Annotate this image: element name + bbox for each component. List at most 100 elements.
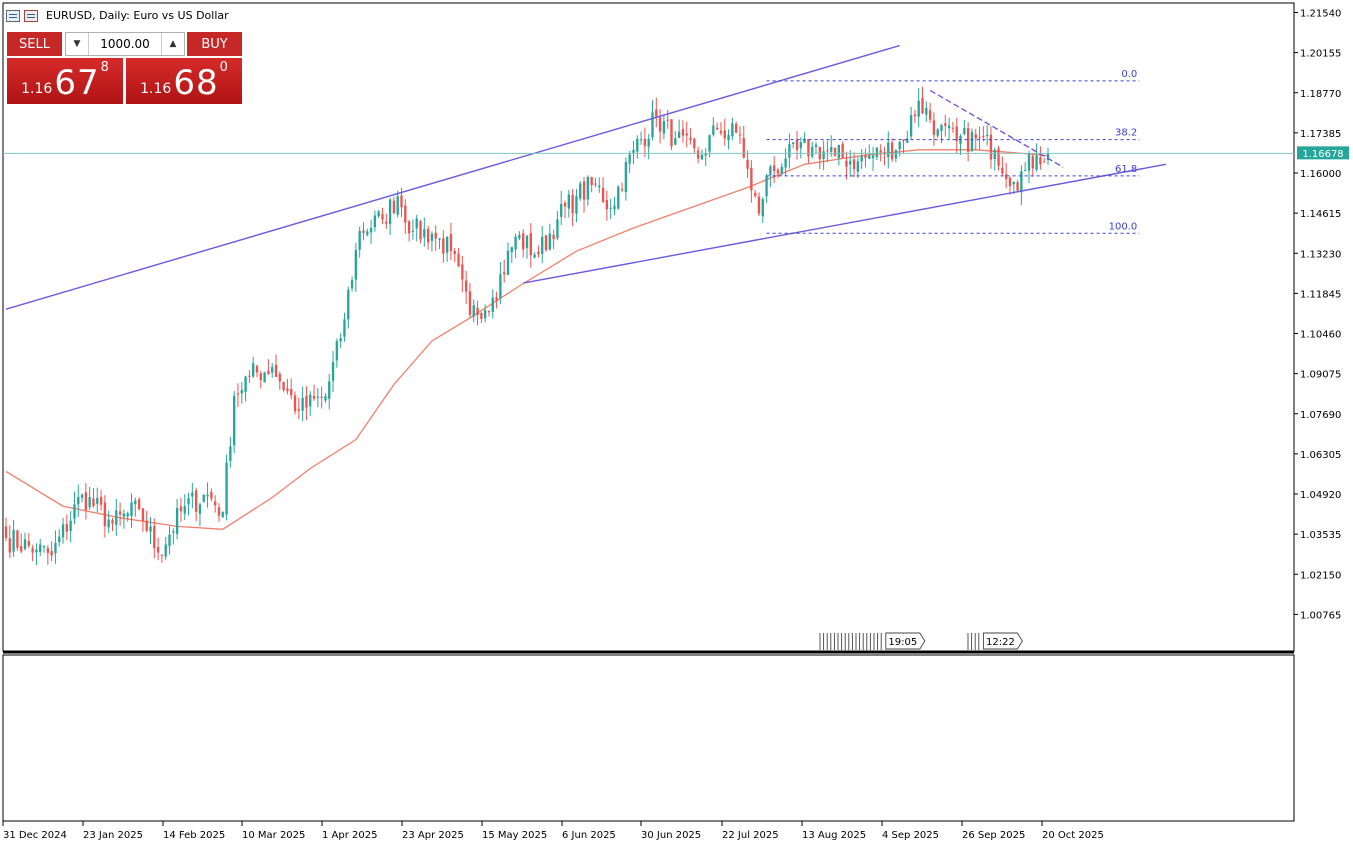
candle-body (773, 165, 776, 171)
candle-body (23, 539, 27, 549)
candle-body (639, 139, 643, 141)
candle-body (1024, 170, 1027, 172)
candle-body (552, 234, 555, 240)
buy-price-prefix: 1.16 (140, 81, 172, 97)
candle-body (103, 502, 107, 527)
buy-button[interactable]: BUY (187, 32, 242, 56)
trendline[interactable] (523, 163, 1167, 284)
candle-body (430, 233, 434, 241)
candle-body (947, 125, 951, 129)
candle-body (442, 238, 445, 254)
candle-body (445, 236, 449, 253)
fib-level-label: 61.8 (1115, 164, 1137, 175)
candle-body (742, 138, 745, 158)
trendline[interactable] (5, 44, 900, 310)
candle-body (932, 120, 936, 135)
candle-body (175, 508, 179, 534)
candle-body (556, 219, 559, 239)
candle-body (69, 520, 72, 531)
main-plot-area[interactable] (2, 2, 1295, 652)
candle-body (514, 236, 517, 250)
candle-body (35, 549, 38, 553)
candle-body (202, 494, 205, 502)
candle-body (841, 143, 844, 159)
candle-body (503, 272, 506, 275)
indicator-subwindow[interactable] (2, 654, 1295, 822)
candle-body (955, 126, 958, 142)
candle-body (868, 155, 871, 159)
candle-body (928, 110, 932, 120)
fib-level-label: 100.0 (1109, 221, 1138, 232)
price-axis[interactable]: 1.21540 1.20155 1.18770 1.17385 1.16000 1.146… (1294, 9, 1341, 622)
candle-body (358, 230, 361, 250)
candle-body (594, 183, 597, 185)
x-tick-label: 23 Jan 2025 (83, 830, 143, 841)
candle-body (548, 233, 551, 250)
sell-button[interactable]: SELL (7, 32, 62, 56)
candle-body (643, 138, 647, 147)
candle-body (769, 166, 772, 176)
candle-body (989, 134, 993, 160)
volume-input[interactable] (88, 33, 162, 55)
candle-body (636, 138, 639, 152)
chart-window-icon[interactable] (6, 9, 20, 22)
candle-body (913, 114, 917, 117)
buy-price-pips: 68 (173, 63, 219, 103)
candle-body (609, 207, 612, 209)
symbol-icon[interactable] (24, 9, 38, 22)
trendlines-layer[interactable] (5, 44, 1167, 310)
candle-body (385, 221, 388, 224)
candle-body (871, 155, 875, 159)
candle-body (46, 548, 50, 553)
candle-body (271, 367, 274, 373)
candle-body (438, 238, 441, 240)
candle-body (88, 497, 91, 508)
candle-body (187, 498, 190, 505)
candle-body (305, 396, 308, 408)
y-tick-label: 1.14615 (1300, 209, 1341, 220)
candle-body (259, 373, 262, 381)
time-axis[interactable]: 31 Dec 2024 23 Jan 2025 14 Feb 2025 10 Mar … (2, 821, 1104, 841)
candle-body (620, 189, 624, 191)
event-badge[interactable] (982, 632, 1023, 650)
one-click-trading-panel: SELL ▼ ▲ BUY 1.16 67 8 1.16 68 0 (7, 32, 242, 104)
candle-body (590, 176, 593, 186)
candle-body (153, 526, 156, 549)
sell-price-button[interactable]: 1.16 67 8 (7, 58, 123, 104)
event-badge[interactable] (885, 632, 926, 650)
event-markers[interactable]: 19:05 12:22 (819, 632, 1023, 650)
candle-body (803, 139, 806, 143)
y-tick-label: 1.10460 (1300, 330, 1341, 341)
chart-title: EURUSD, Daily: Euro vs US Dollar (46, 9, 229, 22)
candle-body (677, 131, 681, 138)
candle-body (191, 492, 194, 497)
quantity-stepper[interactable]: ▼ ▲ (65, 32, 185, 56)
candle-body (1012, 181, 1015, 185)
buy-price-button[interactable]: 1.16 68 0 (126, 58, 242, 104)
candle-body (685, 133, 688, 136)
y-tick-label: 1.06305 (1300, 450, 1341, 461)
candle-body (149, 526, 152, 532)
event-time-label: 19:05 (888, 637, 917, 648)
trendline[interactable] (929, 89, 1064, 168)
candle-body (617, 186, 620, 209)
candle-body (727, 134, 730, 141)
candle-body (400, 195, 403, 208)
x-tick-label: 22 Jul 2025 (722, 830, 779, 841)
candle-body (16, 530, 19, 548)
candle-body (297, 409, 300, 411)
y-tick-label: 1.02150 (1300, 570, 1341, 581)
candle-body (213, 501, 217, 506)
y-tick-label: 1.16000 (1300, 169, 1341, 180)
y-tick-label: 1.17385 (1300, 129, 1341, 140)
x-tick-label: 1 Apr 2025 (322, 830, 377, 841)
sell-price-pips: 67 (54, 63, 100, 103)
candle-body (906, 138, 909, 143)
decrease-volume-icon[interactable]: ▼ (73, 39, 81, 49)
fibonacci-layer[interactable]: 0.0 38.2 61.8 100.0 (766, 69, 1140, 234)
candle-body (248, 375, 251, 377)
candle-body (164, 544, 167, 557)
y-tick-label: 1.04920 (1300, 490, 1341, 501)
increase-volume-icon[interactable]: ▲ (169, 39, 177, 49)
